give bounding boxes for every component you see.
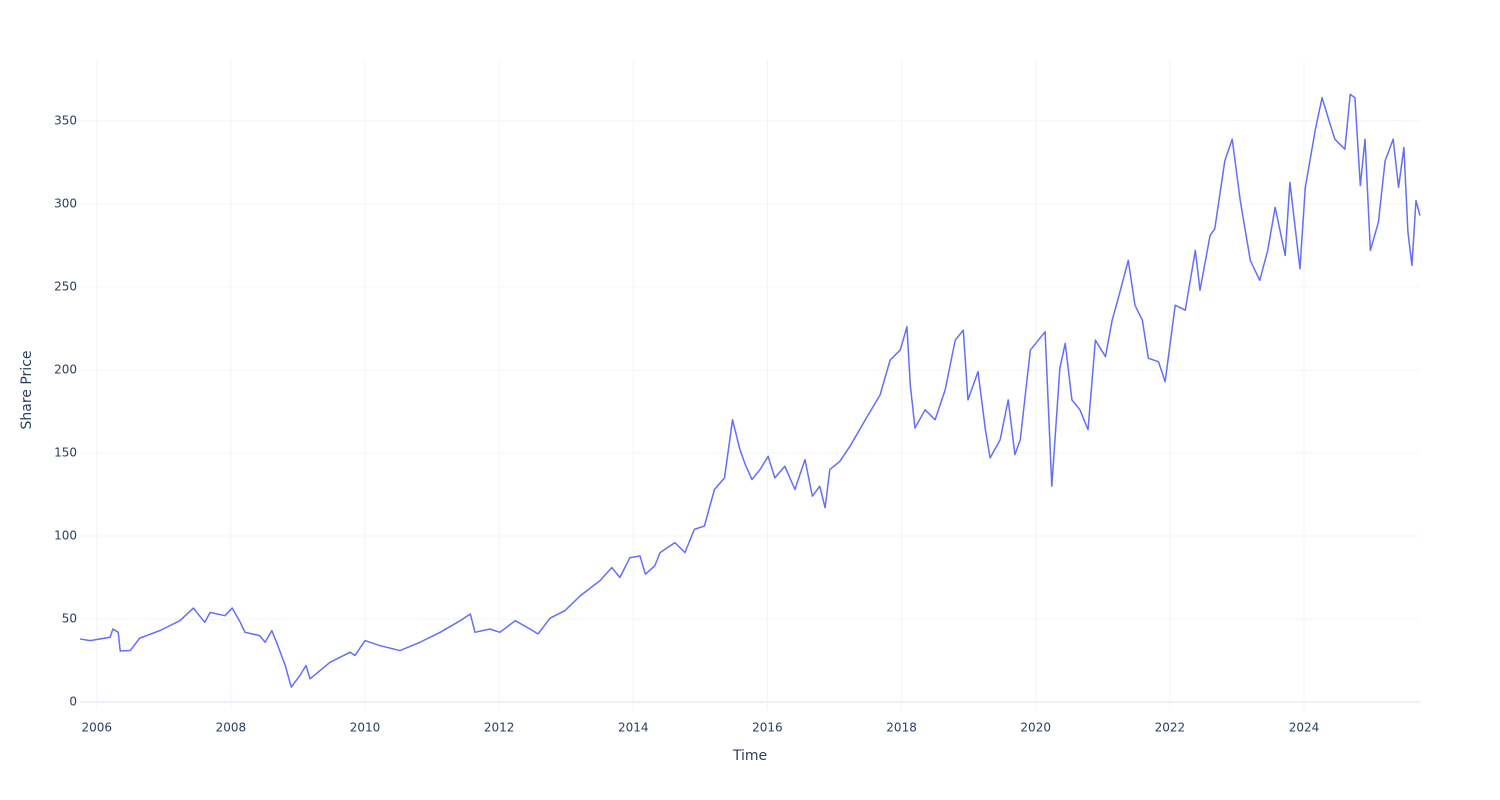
y-tick-label: 200 [54, 362, 77, 376]
x-tick-label: 2010 [350, 721, 381, 735]
y-tick-label: 150 [54, 445, 77, 459]
x-tick-label: 2014 [618, 721, 649, 735]
x-tick-label: 2016 [752, 721, 783, 735]
x-tick-label: 2008 [216, 721, 247, 735]
y-tick-label: 250 [54, 279, 77, 293]
x-tick-label: 2012 [484, 721, 515, 735]
x-tick-label: 2006 [81, 721, 112, 735]
y-tick-label: 50 [62, 612, 77, 626]
x-tick-label: 2024 [1289, 721, 1320, 735]
y-tick-label: 300 [54, 196, 77, 210]
y-axis-title: Share Price [19, 350, 35, 429]
x-tick-label: 2018 [886, 721, 917, 735]
y-tick-label: 350 [54, 113, 77, 127]
x-tick-label: 2022 [1155, 721, 1186, 735]
y-tick-label: 0 [69, 695, 77, 709]
x-axis-title: Time [732, 748, 767, 764]
price-line [79, 93, 1421, 688]
x-tick-label: 2020 [1020, 721, 1051, 735]
y-tick-label: 100 [54, 529, 77, 543]
